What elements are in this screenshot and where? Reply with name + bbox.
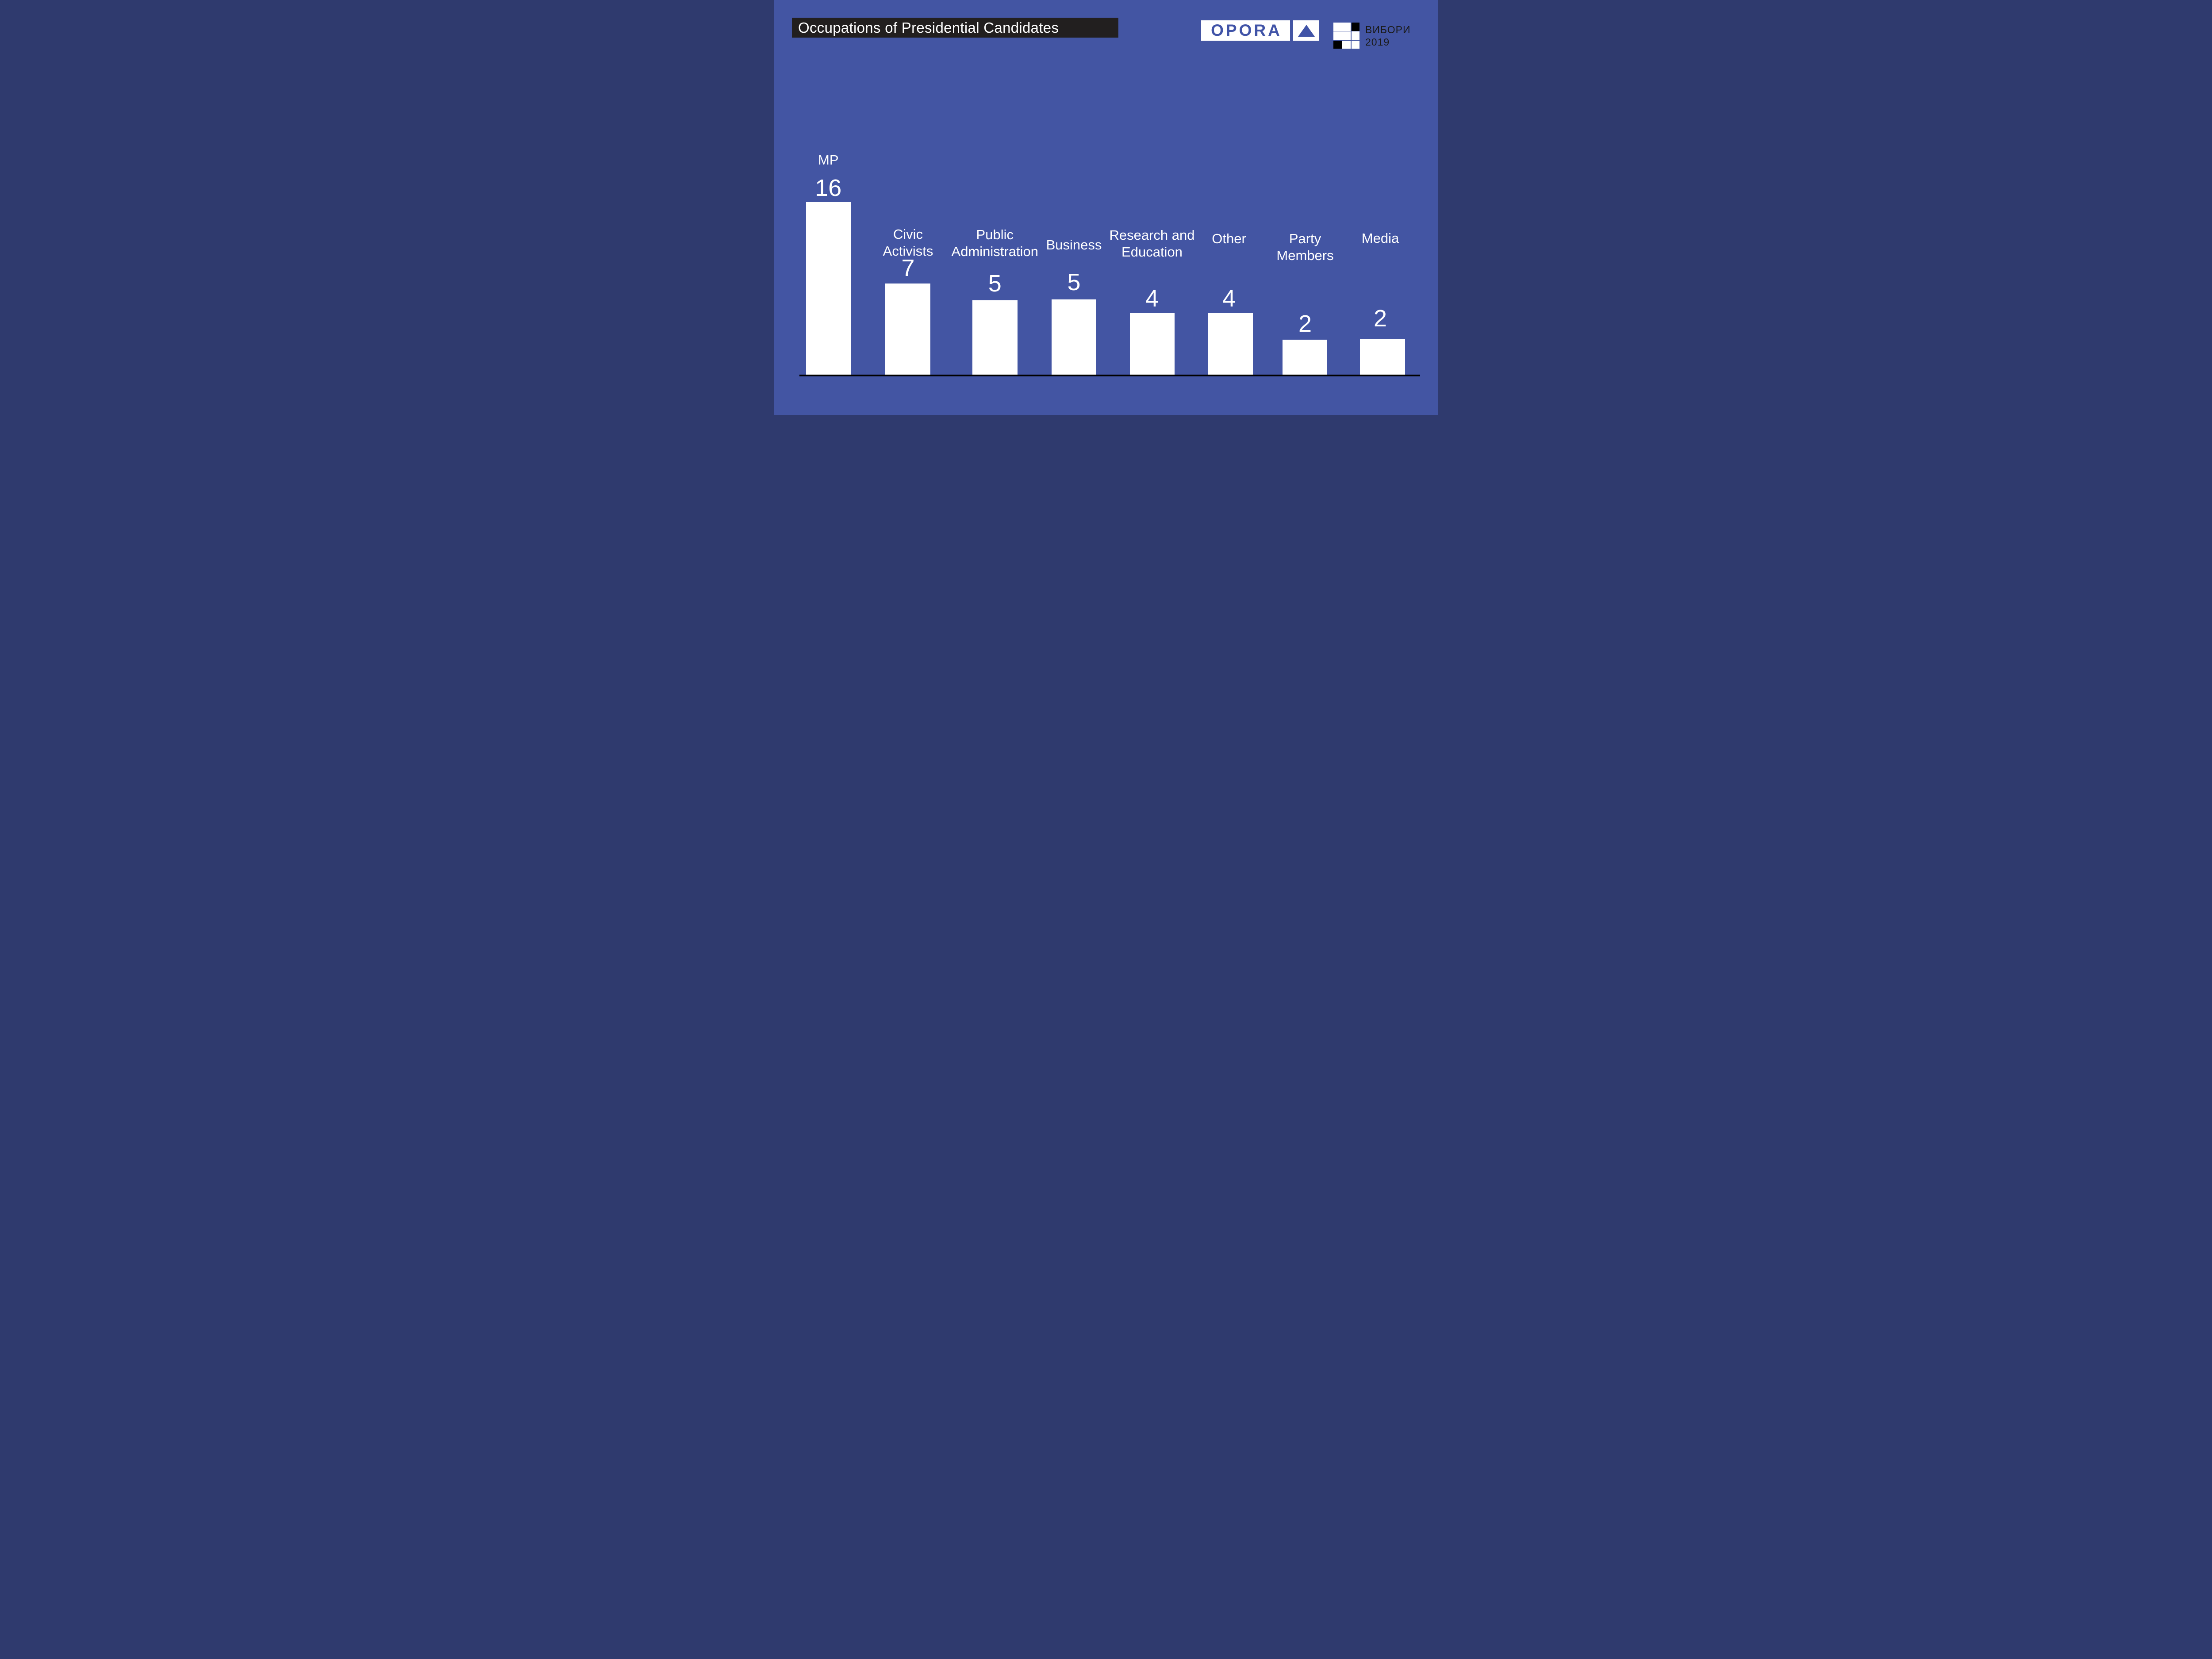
grid-cell bbox=[1333, 31, 1342, 40]
grid-cell bbox=[1333, 23, 1342, 31]
infographic-canvas: Occupations of Presidential Candidates O… bbox=[774, 0, 1438, 415]
vibori-title: ВИБОРИ bbox=[1365, 24, 1411, 35]
category-label-party-members: Party Members bbox=[1276, 230, 1334, 263]
value-label-party-members: 2 bbox=[1298, 310, 1312, 337]
value-label-media: 2 bbox=[1373, 305, 1387, 332]
bar-research-education bbox=[1129, 313, 1175, 375]
category-label-other: Other bbox=[1212, 231, 1246, 246]
grid-cell bbox=[1342, 31, 1351, 40]
opora-wordmark-box: OPORA bbox=[1201, 20, 1290, 41]
value-label-mp: 16 bbox=[815, 174, 842, 201]
value-label-other: 4 bbox=[1222, 285, 1236, 312]
bar-media bbox=[1360, 339, 1405, 375]
bar-chart: MP 16 Civic Activists 7 Public Administr… bbox=[774, 0, 1438, 415]
category-label-civic-activists: Civic Activists bbox=[883, 226, 933, 259]
value-label-public-administration: 5 bbox=[988, 270, 1002, 297]
opora-triangle-box bbox=[1293, 20, 1319, 41]
vibori-year: 2019 bbox=[1365, 36, 1390, 48]
category-label-media: Media bbox=[1361, 230, 1399, 246]
grid-cell bbox=[1342, 23, 1351, 31]
bar-civic-activists bbox=[885, 283, 931, 375]
opora-wordmark: OPORA bbox=[1211, 21, 1282, 39]
category-label-research-education: Research and Education bbox=[1109, 227, 1195, 260]
bar-other bbox=[1208, 313, 1253, 375]
category-label-mp: MP bbox=[818, 152, 839, 168]
category-label-business: Business bbox=[1046, 237, 1102, 253]
bar-mp bbox=[806, 202, 851, 375]
page-title: Occupations of Presidential Candidates bbox=[798, 19, 1059, 36]
value-label-business: 5 bbox=[1067, 268, 1081, 295]
bar-public-administration bbox=[972, 300, 1018, 375]
grid-cell bbox=[1333, 40, 1342, 49]
value-label-civic-activists: 7 bbox=[901, 255, 915, 281]
title-bar: Occupations of Presidential Candidates bbox=[792, 18, 1118, 38]
bar-business bbox=[1052, 299, 1096, 375]
triangle-icon bbox=[1298, 24, 1315, 37]
grid-cell bbox=[1351, 40, 1360, 49]
category-label-public-administration: Public Administration bbox=[951, 226, 1038, 259]
value-label-research-education: 4 bbox=[1145, 285, 1159, 312]
x-axis-line bbox=[799, 374, 1420, 377]
bar-party-members bbox=[1283, 339, 1328, 375]
vibori-text: ВИБОРИ 2019 bbox=[1365, 24, 1410, 49]
grid-cell bbox=[1351, 23, 1360, 31]
grid-cell bbox=[1351, 31, 1360, 40]
vibori-grid-icon bbox=[1333, 23, 1360, 49]
grid-cell bbox=[1342, 40, 1351, 49]
